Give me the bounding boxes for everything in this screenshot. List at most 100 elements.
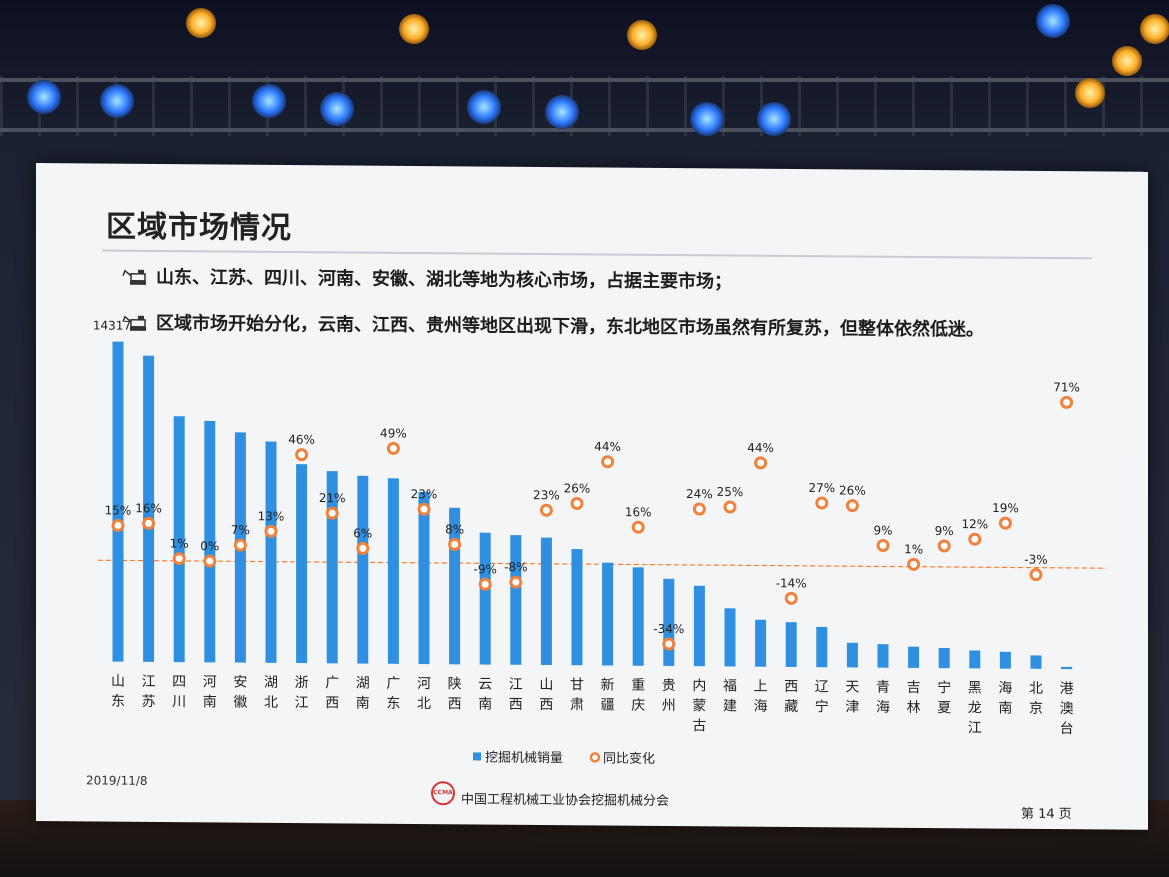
sales-bar <box>204 420 216 663</box>
change-label: 71% <box>1053 380 1080 394</box>
category-label: 港澳台 <box>1060 681 1074 737</box>
change-label: 23% <box>411 487 438 501</box>
category-label: 广东 <box>386 676 400 712</box>
category-label: 上海 <box>754 679 768 715</box>
change-marker <box>907 557 921 571</box>
ccma-logo-text: CCMA <box>433 789 453 797</box>
category-label: 辽宁 <box>815 679 829 715</box>
sales-bar <box>326 471 338 664</box>
sales-bar <box>999 651 1011 669</box>
sales-bar <box>877 644 889 668</box>
change-marker <box>723 500 737 514</box>
sales-bar <box>387 478 399 664</box>
max-value-label: 14317 <box>93 318 131 332</box>
category-label: 宁夏 <box>937 679 951 716</box>
change-label: 24% <box>686 487 713 501</box>
change-label: 12% <box>961 517 988 531</box>
change-marker <box>601 455 615 469</box>
change-marker <box>1029 568 1043 582</box>
change-marker <box>662 637 676 651</box>
change-label: 6% <box>353 526 372 540</box>
change-marker <box>631 520 645 534</box>
change-marker <box>264 524 278 538</box>
change-marker <box>386 441 400 455</box>
sales-bar <box>143 355 155 662</box>
change-label: 23% <box>533 488 560 502</box>
stage-light <box>757 102 791 136</box>
category-label: 吉林 <box>907 680 921 716</box>
category-label: 海南 <box>998 681 1012 717</box>
change-label: 44% <box>594 440 621 454</box>
change-marker <box>356 541 370 555</box>
change-marker <box>233 538 247 552</box>
change-label: 15% <box>105 503 132 517</box>
bullet-point: 山东、江苏、四川、河南、安徽、湖北等地为核心市场，占据主要市场； <box>122 264 1016 299</box>
stage-light <box>1075 78 1105 108</box>
regional-sales-chart: 山东 15% 江苏 16% 四川 1% 河南 0% 安徽 7% 湖北 13% 浙江 46% 广西 21% 湖南 6… <box>93 318 1107 767</box>
slide-page-number: 第 14 页 <box>1021 806 1072 823</box>
change-marker <box>448 537 462 551</box>
change-label: 16% <box>135 501 162 515</box>
change-marker <box>325 506 339 520</box>
change-label: 46% <box>288 433 315 447</box>
category-label: 湖南 <box>356 676 370 712</box>
change-marker <box>509 575 523 589</box>
change-label: 9% <box>873 523 892 537</box>
sales-bar <box>1061 666 1073 670</box>
change-label: 19% <box>992 501 1019 515</box>
category-label: 安徽 <box>233 675 247 711</box>
change-marker <box>1060 395 1074 409</box>
sales-bar <box>724 608 736 667</box>
change-label: 7% <box>231 523 250 537</box>
sales-bar <box>816 626 828 668</box>
category-label: 黑龙江 <box>968 680 982 736</box>
sales-bar <box>571 548 583 666</box>
sales-bar <box>846 642 858 668</box>
category-label: 甘肃 <box>570 677 584 713</box>
category-label: 新疆 <box>601 677 615 713</box>
sales-bar <box>112 341 124 662</box>
sales-bar <box>785 622 797 667</box>
change-label: 9% <box>935 524 954 538</box>
change-marker <box>754 456 768 470</box>
legend-label-sales: 挖掘机械销量 <box>485 751 563 767</box>
excavator-icon <box>122 315 146 331</box>
truss-rail-top <box>0 78 1169 82</box>
change-marker <box>111 518 125 532</box>
category-label: 河北 <box>417 676 431 712</box>
sales-bar <box>1030 655 1042 669</box>
stage-light <box>100 84 134 118</box>
change-label: 1% <box>904 542 923 556</box>
category-label: 内蒙古 <box>692 678 706 734</box>
stage-light <box>1112 46 1142 76</box>
change-label: 8% <box>445 522 464 536</box>
change-marker <box>417 502 431 516</box>
legend-bar-swatch <box>473 752 481 761</box>
change-marker <box>478 577 492 591</box>
change-marker <box>295 448 309 462</box>
legend-label-change: 同比变化 <box>603 750 655 766</box>
change-marker <box>570 496 584 510</box>
category-label: 江西 <box>509 677 523 713</box>
category-label: 天津 <box>845 679 859 715</box>
change-label: -3% <box>1024 553 1047 567</box>
change-marker <box>142 516 156 530</box>
stage-light <box>27 80 61 114</box>
stage-light <box>186 8 216 38</box>
change-label: 44% <box>747 441 774 455</box>
category-label: 山东 <box>111 674 125 710</box>
stage-light <box>399 14 429 44</box>
change-marker <box>937 539 951 553</box>
category-label: 福建 <box>723 678 737 714</box>
change-marker <box>203 554 217 568</box>
change-label: 27% <box>808 481 835 495</box>
stage-light <box>545 95 579 129</box>
category-label: 重庆 <box>631 678 645 714</box>
sales-bar <box>755 619 767 667</box>
category-label: 浙江 <box>295 675 309 711</box>
change-marker <box>692 502 706 516</box>
stage-light <box>690 102 724 136</box>
sales-bar <box>540 537 552 666</box>
sales-bar <box>908 646 920 668</box>
sales-bar <box>602 562 614 666</box>
